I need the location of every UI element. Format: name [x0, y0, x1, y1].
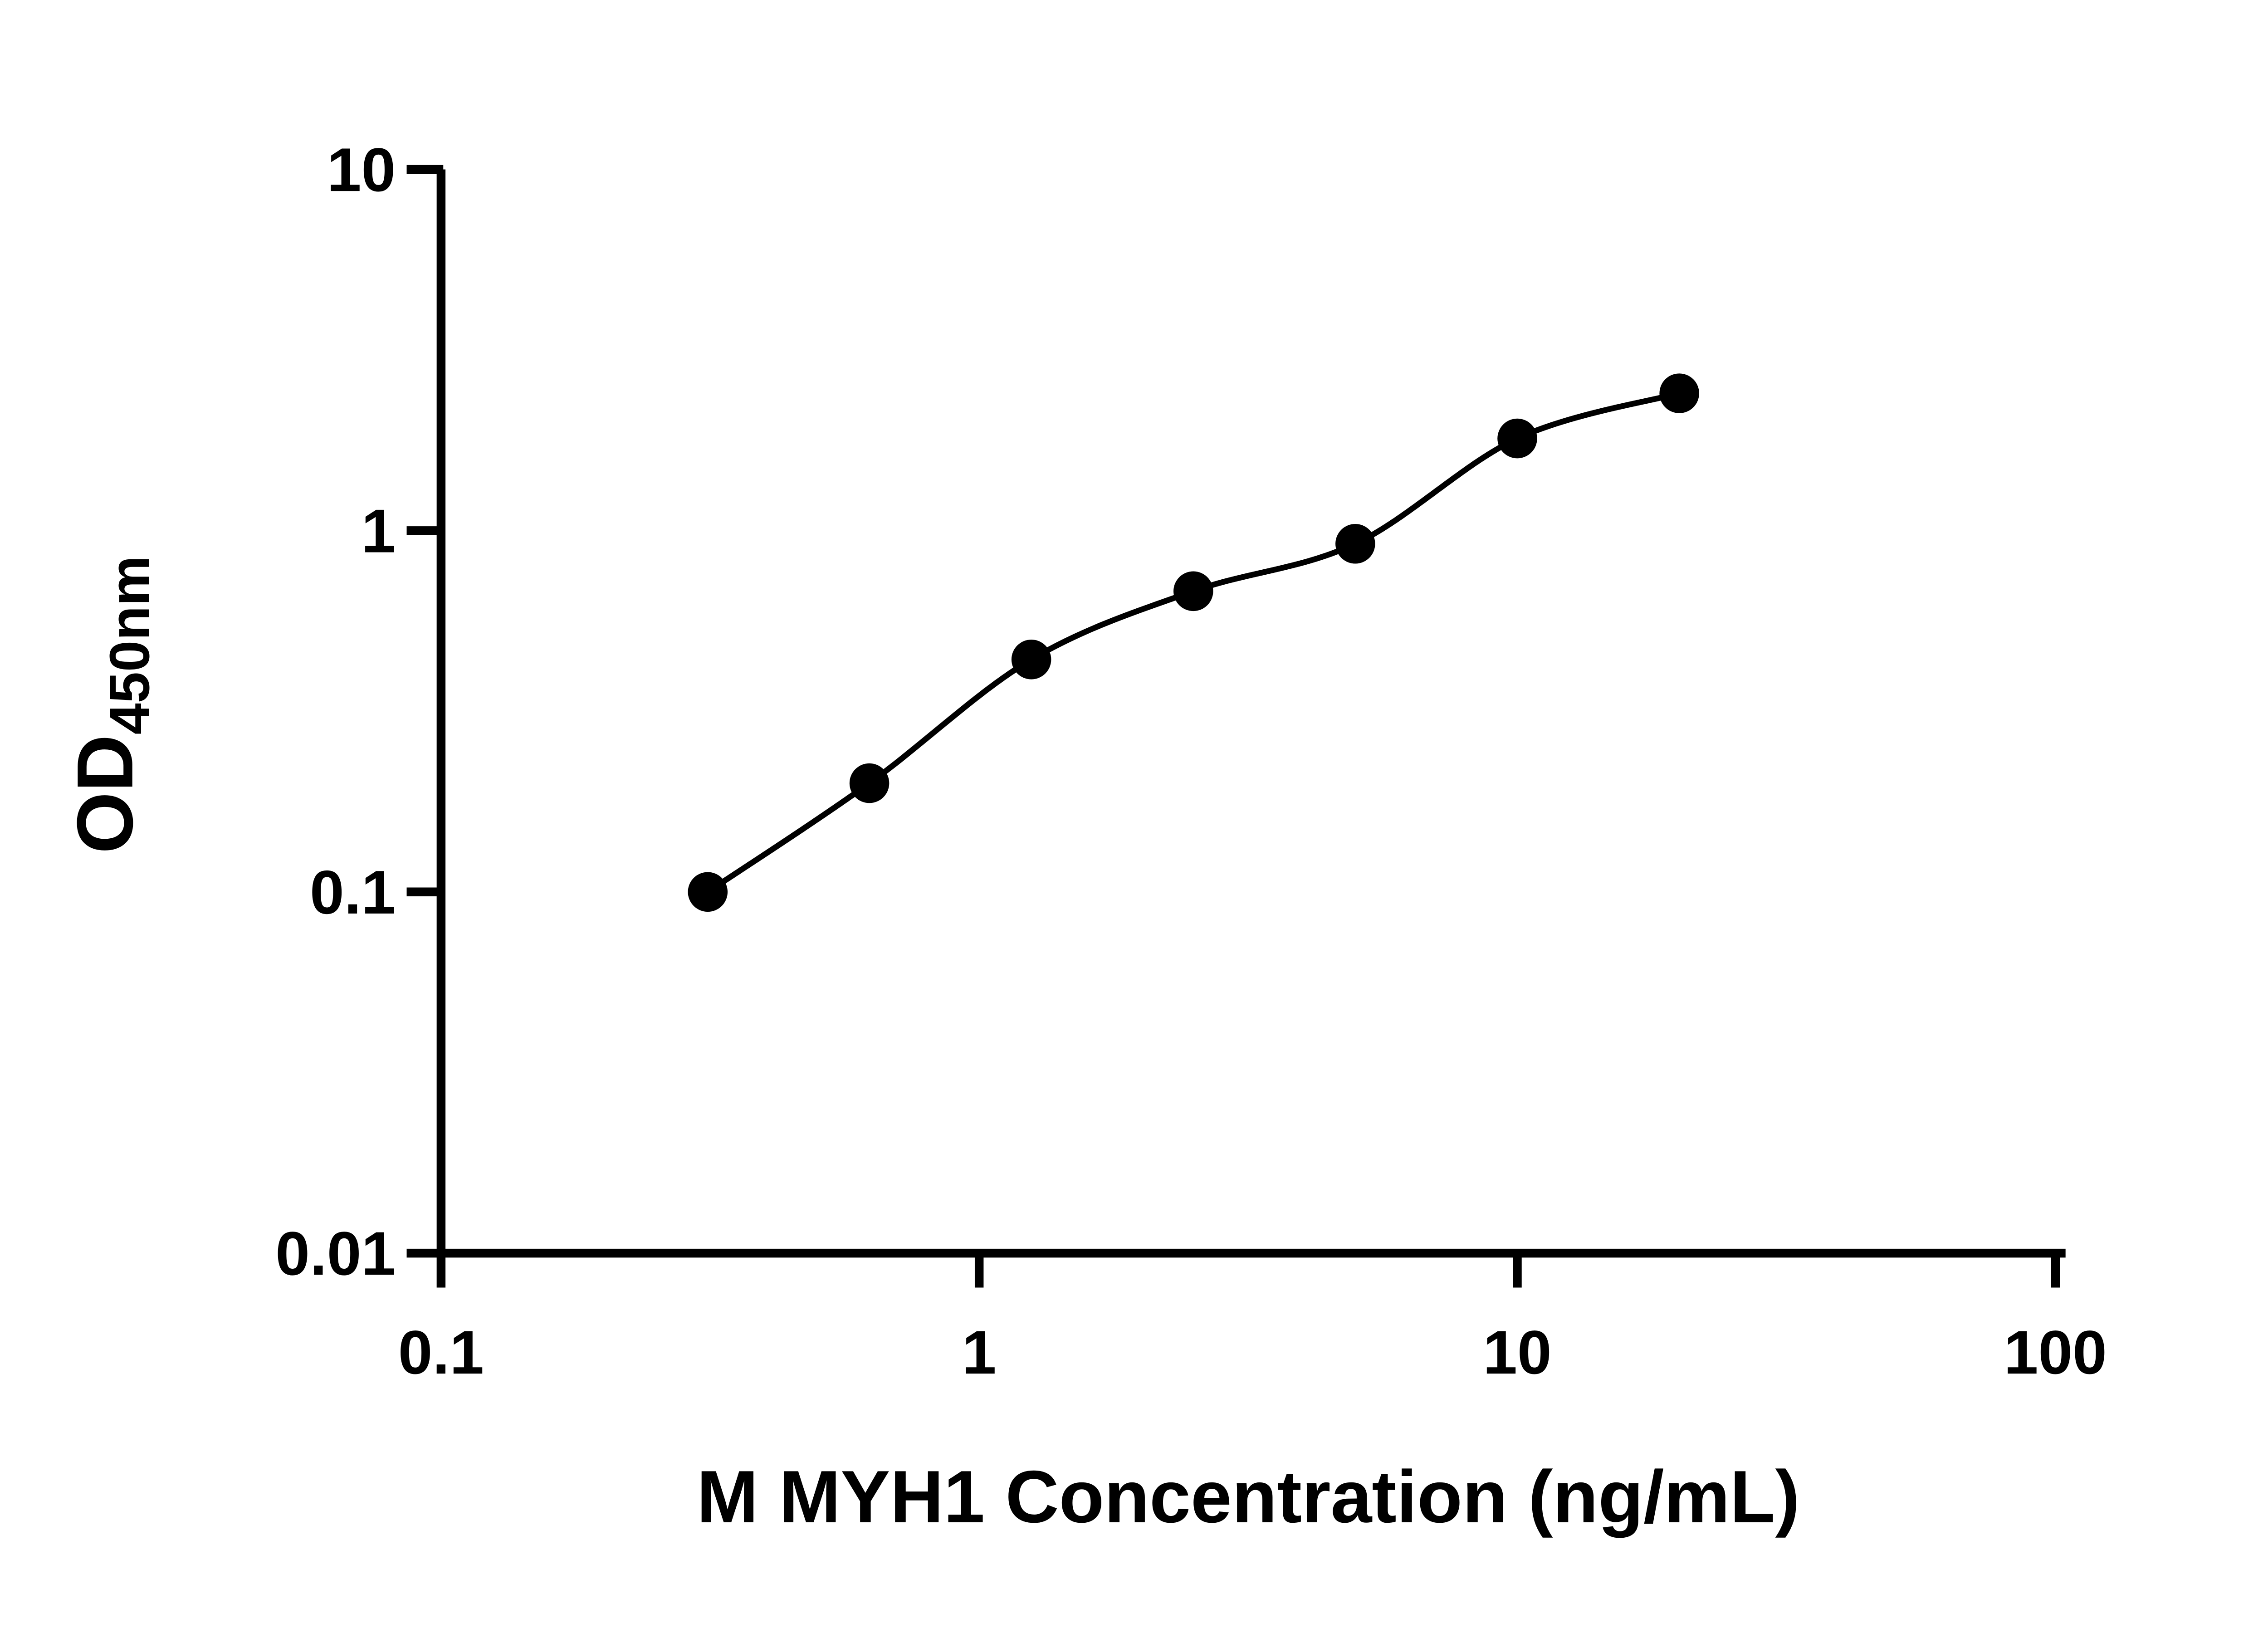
data-point — [1011, 640, 1051, 680]
x-axis-tick-label: 10 — [1483, 1318, 1551, 1387]
data-point — [688, 872, 728, 912]
y-axis-title-sub: 450nm — [98, 556, 161, 734]
data-point — [1335, 524, 1375, 564]
x-axis-tick-label: 1 — [962, 1318, 997, 1387]
data-point — [1497, 418, 1537, 459]
y-axis-tick-label: 0.01 — [275, 1219, 396, 1288]
x-axis-tick-label: 0.1 — [398, 1318, 484, 1387]
y-axis-title-main: OD — [61, 734, 150, 854]
y-axis-tick-label: 0.1 — [310, 858, 396, 927]
x-axis-tick-label: 100 — [2004, 1318, 2107, 1387]
data-point — [1173, 571, 1213, 611]
axes-spine — [436, 169, 2066, 1258]
x-axis-title: M MYH1 Concentration (ng/mL) — [697, 1455, 1800, 1538]
y-axis-tick-label: 10 — [327, 135, 396, 204]
y-axis-title: OD450nm — [61, 556, 161, 854]
data-point — [849, 763, 890, 803]
y-axis-tick-label: 1 — [362, 497, 396, 566]
fit-curve — [706, 391, 1680, 895]
data-point — [1659, 373, 1699, 413]
